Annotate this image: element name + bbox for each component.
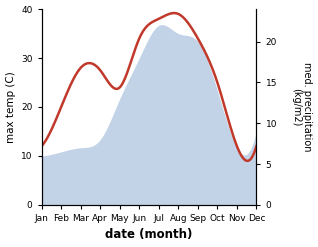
Y-axis label: max temp (C): max temp (C) [5,71,16,143]
Y-axis label: med. precipitation
(kg/m2): med. precipitation (kg/m2) [291,62,313,152]
X-axis label: date (month): date (month) [105,228,193,242]
